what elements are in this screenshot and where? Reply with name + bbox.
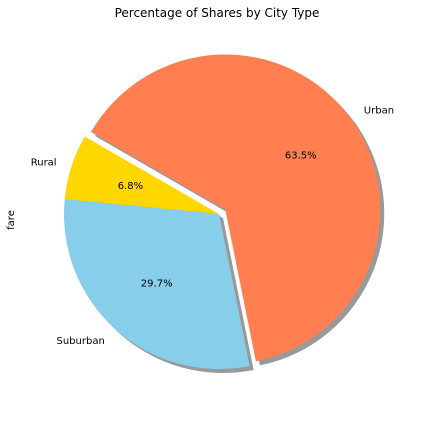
slice-suburban xyxy=(64,199,250,369)
slice-label-suburban: Suburban xyxy=(57,336,105,347)
slice-urban xyxy=(91,54,381,362)
slice-percent-suburban: 29.7% xyxy=(141,279,173,290)
chart-title: Percentage of Shares by City Type xyxy=(115,6,320,20)
pie-slices xyxy=(64,54,381,369)
slice-label-urban: Urban xyxy=(364,106,394,117)
slice-label-rural: Rural xyxy=(31,158,57,169)
slice-percent-urban: 63.5% xyxy=(285,151,317,162)
slice-rural xyxy=(64,136,219,214)
slice-percent-rural: 6.8% xyxy=(118,181,143,192)
pie-labels: Rural 6.8% Suburban 29.7% Urban 63.5% xyxy=(31,106,394,348)
y-axis-label: fare xyxy=(6,210,17,230)
